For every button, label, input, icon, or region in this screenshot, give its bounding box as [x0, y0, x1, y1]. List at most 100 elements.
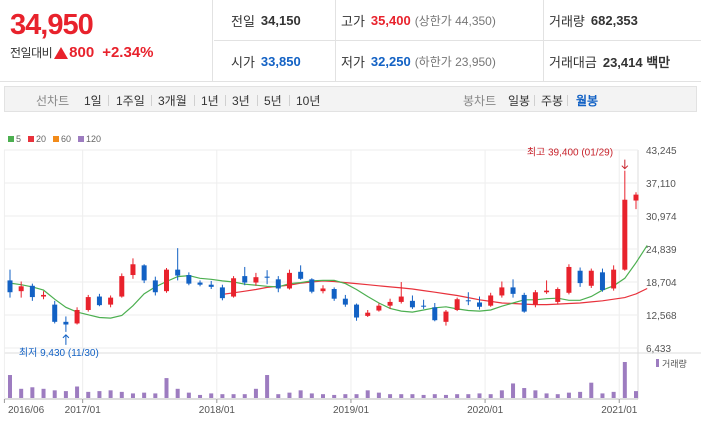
candle-body — [242, 276, 248, 283]
stat-value: 682,353 — [590, 13, 638, 28]
toolbar-divider — [257, 95, 258, 106]
stat-label: 전일 — [231, 14, 255, 29]
candle-weekly[interactable]: 주봉 — [541, 94, 564, 108]
legend-ma60: 60 — [53, 134, 71, 144]
volume-bar — [175, 388, 180, 398]
high-arrow-icon — [621, 159, 629, 170]
candle-chart-label: 봉차트 — [463, 94, 497, 108]
y-tick-label: 6,433 — [646, 344, 671, 355]
volume-bar — [365, 390, 370, 398]
candle-body — [298, 271, 304, 279]
candle-body — [208, 284, 214, 287]
price-chart[interactable]: 43,245 37,110 30,974 24,839 18,704 12,568 6,43… — [0, 128, 701, 435]
volume-bar — [343, 394, 348, 398]
candle-body — [577, 270, 583, 284]
candle-body — [152, 280, 158, 293]
period-1w[interactable]: 1주일 — [116, 94, 145, 108]
legend-label: 20 — [36, 134, 47, 144]
period-5y[interactable]: 5년 — [264, 94, 282, 108]
stat-value: 23,414 백만 — [602, 55, 671, 70]
period-10y[interactable]: 10년 — [296, 94, 321, 108]
y-tick-label: 30,974 — [646, 212, 677, 223]
price-summary: 34,950 전일대비 800 +2.34% — [0, 0, 213, 82]
change-label: 전일대비 — [10, 46, 53, 60]
toolbar-divider — [534, 95, 535, 106]
x-tick-label: 2018/01 — [199, 405, 236, 416]
chart-period-toolbar: 선차트 1일 1주일 3개월 1년 3년 5년 10년 봉차트 일봉 주봉 월봉 — [4, 86, 697, 112]
y-tick-label: 43,245 — [646, 146, 677, 157]
volume-bar — [19, 388, 24, 398]
candle-body — [264, 276, 270, 278]
candle-body — [219, 287, 225, 299]
candle-body — [421, 305, 427, 307]
candle-body — [108, 297, 114, 305]
legend-ma120: 120 — [78, 134, 101, 144]
toolbar-divider — [108, 95, 109, 106]
volume-bar — [566, 392, 571, 398]
volume-bar — [388, 394, 393, 398]
volume-bar — [97, 391, 102, 398]
stat-value: 35,400 — [370, 13, 411, 28]
period-1y[interactable]: 1년 — [201, 94, 219, 108]
stat-value: 32,250 — [370, 54, 411, 69]
candle-body — [443, 311, 449, 322]
candle-body — [253, 277, 259, 283]
candle-body — [130, 264, 136, 276]
candle-body — [342, 298, 348, 305]
current-price: 34,950 — [10, 9, 94, 41]
period-3m[interactable]: 3개월 — [158, 94, 187, 108]
stats-grid: 전일 34,150 고가 35,400 (상한가 44,350) 거래량 682… — [214, 0, 701, 82]
volume-bar — [533, 390, 538, 398]
volume-bar — [231, 394, 236, 398]
volume-bar — [119, 391, 124, 398]
candle-body — [85, 297, 91, 310]
candle-body — [499, 287, 505, 296]
stat-low: 저가 32,250 (하한가 23,950) — [341, 41, 496, 82]
ma20-line — [222, 280, 648, 306]
stat-label: 고가 — [341, 14, 365, 29]
candle-body — [454, 299, 460, 310]
volume-bar — [186, 392, 191, 398]
volume-bar — [153, 393, 158, 398]
candle-daily[interactable]: 일봉 — [508, 94, 531, 108]
up-triangle-icon — [54, 46, 69, 59]
candle-body — [432, 307, 438, 321]
candle-body — [566, 266, 572, 293]
volume-bar — [75, 386, 80, 398]
volume-bar — [220, 394, 225, 398]
volume-bar — [298, 390, 303, 398]
y-tick-label: 18,704 — [646, 278, 677, 289]
volume-bar — [253, 388, 258, 398]
volume-bar — [86, 391, 91, 398]
legend-label: 5 — [16, 134, 22, 144]
candle-body — [376, 305, 382, 311]
volume-bar — [52, 390, 57, 398]
line-chart-label: 선차트 — [36, 94, 70, 108]
stat-prev-close: 전일 34,150 — [231, 0, 301, 41]
candle-body — [52, 304, 58, 322]
volume-bar — [421, 394, 426, 398]
candle-body — [29, 285, 35, 298]
low-annotation: 최저 9,430 (11/30) — [19, 347, 99, 359]
volume-bar — [499, 390, 504, 398]
volume-bar — [622, 362, 627, 398]
volume-bar — [30, 387, 35, 398]
volume-bar — [376, 392, 381, 398]
candle-body — [231, 278, 237, 297]
volume-bar — [130, 393, 135, 398]
candle-monthly[interactable]: 월봉 — [576, 94, 599, 108]
period-3y[interactable]: 3년 — [232, 94, 250, 108]
volume-bar — [634, 391, 638, 398]
volume-bar — [544, 393, 549, 398]
toolbar-divider — [194, 95, 195, 106]
ma-legend: 5 20 60 120 — [8, 134, 108, 144]
candle-body — [286, 272, 292, 289]
period-1d[interactable]: 1일 — [84, 94, 102, 108]
candle-body — [365, 312, 371, 316]
candle-body — [409, 300, 415, 308]
legend-label: 120 — [86, 134, 102, 144]
candle-body — [309, 279, 315, 292]
x-tick-label: 2019/01 — [333, 405, 370, 416]
volume-legend-swatch — [656, 359, 659, 367]
volume-bar — [164, 378, 169, 398]
